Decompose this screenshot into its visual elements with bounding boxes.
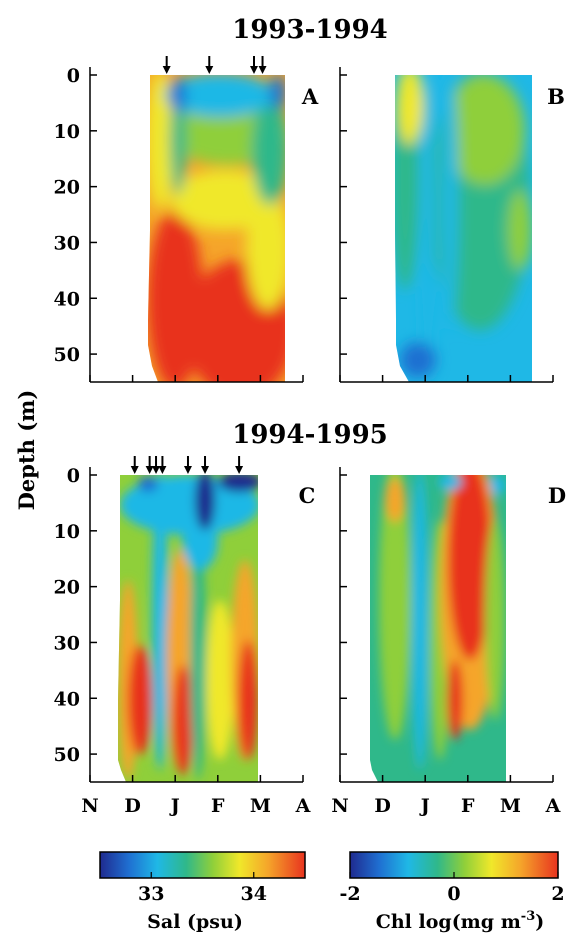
- sample-arrow-head: [162, 66, 171, 74]
- x-tick-label: A: [545, 795, 561, 817]
- x-tick-label: D: [124, 795, 140, 817]
- sample-arrow-head: [250, 66, 259, 74]
- panel-label-c: C: [299, 483, 316, 508]
- salinity-colorbar: [99, 851, 306, 879]
- x-tick-label: N: [331, 795, 348, 817]
- y-tick-label: 50: [54, 344, 80, 366]
- x-tick-label: F: [461, 795, 475, 817]
- y-tick-label: 10: [54, 121, 80, 143]
- colorbar-tick-label: 2: [551, 883, 564, 905]
- sample-arrow-head: [183, 466, 192, 474]
- sample-arrow-head: [201, 466, 210, 474]
- y-tick-label: 40: [54, 688, 80, 710]
- sample-arrows: [130, 56, 267, 474]
- y-tick-label: 20: [54, 177, 80, 199]
- colorbar-tick-label: 34: [241, 883, 267, 905]
- x-tick-label: M: [250, 795, 271, 817]
- x-tick-label: A: [295, 795, 311, 817]
- y-axis-label: Depth (m): [14, 390, 39, 511]
- colorbar-tick-label: -2: [339, 883, 360, 905]
- panel-a-heatmap: [148, 75, 285, 382]
- x-tick-label: D: [374, 795, 390, 817]
- chl-label-end: ): [535, 911, 544, 933]
- x-tick-label: M: [500, 795, 521, 817]
- colorbar-tick-label: 0: [447, 883, 460, 905]
- sample-arrow-head: [235, 466, 244, 474]
- y-tick-label: 40: [54, 288, 80, 310]
- y-tick-label: 0: [67, 65, 80, 87]
- panel-label-a: A: [301, 84, 319, 109]
- sample-arrow-head: [145, 466, 154, 474]
- title-top: 1993-1994: [232, 15, 388, 45]
- x-tick-label: J: [419, 795, 430, 817]
- chl-label-main: Chl log(mg m: [376, 911, 521, 933]
- colorbar-tick-label: 33: [138, 883, 164, 905]
- y-tick-label: 30: [54, 632, 80, 654]
- panel-label-b: B: [547, 84, 565, 109]
- panel-c-heatmap: [118, 475, 258, 782]
- salinity-colorbar-label: Sal (psu): [147, 911, 243, 933]
- panel-d-heatmap: [370, 475, 506, 782]
- title-bottom: 1994-1995: [232, 420, 388, 450]
- sample-arrow-head: [205, 66, 214, 74]
- panel-label-d: D: [548, 483, 566, 508]
- panel-b-heatmap: [395, 75, 532, 382]
- x-tick-label: F: [211, 795, 225, 817]
- sample-arrow-head: [130, 466, 139, 474]
- sample-arrow-head: [258, 66, 267, 74]
- sample-arrow-head: [152, 466, 161, 474]
- x-tick-label: N: [81, 795, 98, 817]
- colorbar-ticks: 33 34 -2 0 2: [138, 872, 565, 905]
- y-tick-label: 10: [54, 521, 80, 543]
- y-tick-label: 50: [54, 744, 80, 766]
- sample-arrow-head: [158, 466, 167, 474]
- chl-label-sup: -3: [521, 909, 535, 924]
- y-tick-label: 0: [67, 465, 80, 487]
- chlorophyll-colorbar-label: Chl log(mg m-3): [376, 909, 545, 933]
- y-tick-label: 20: [54, 577, 80, 599]
- x-tick-label: J: [169, 795, 180, 817]
- y-tick-label: 30: [54, 232, 80, 254]
